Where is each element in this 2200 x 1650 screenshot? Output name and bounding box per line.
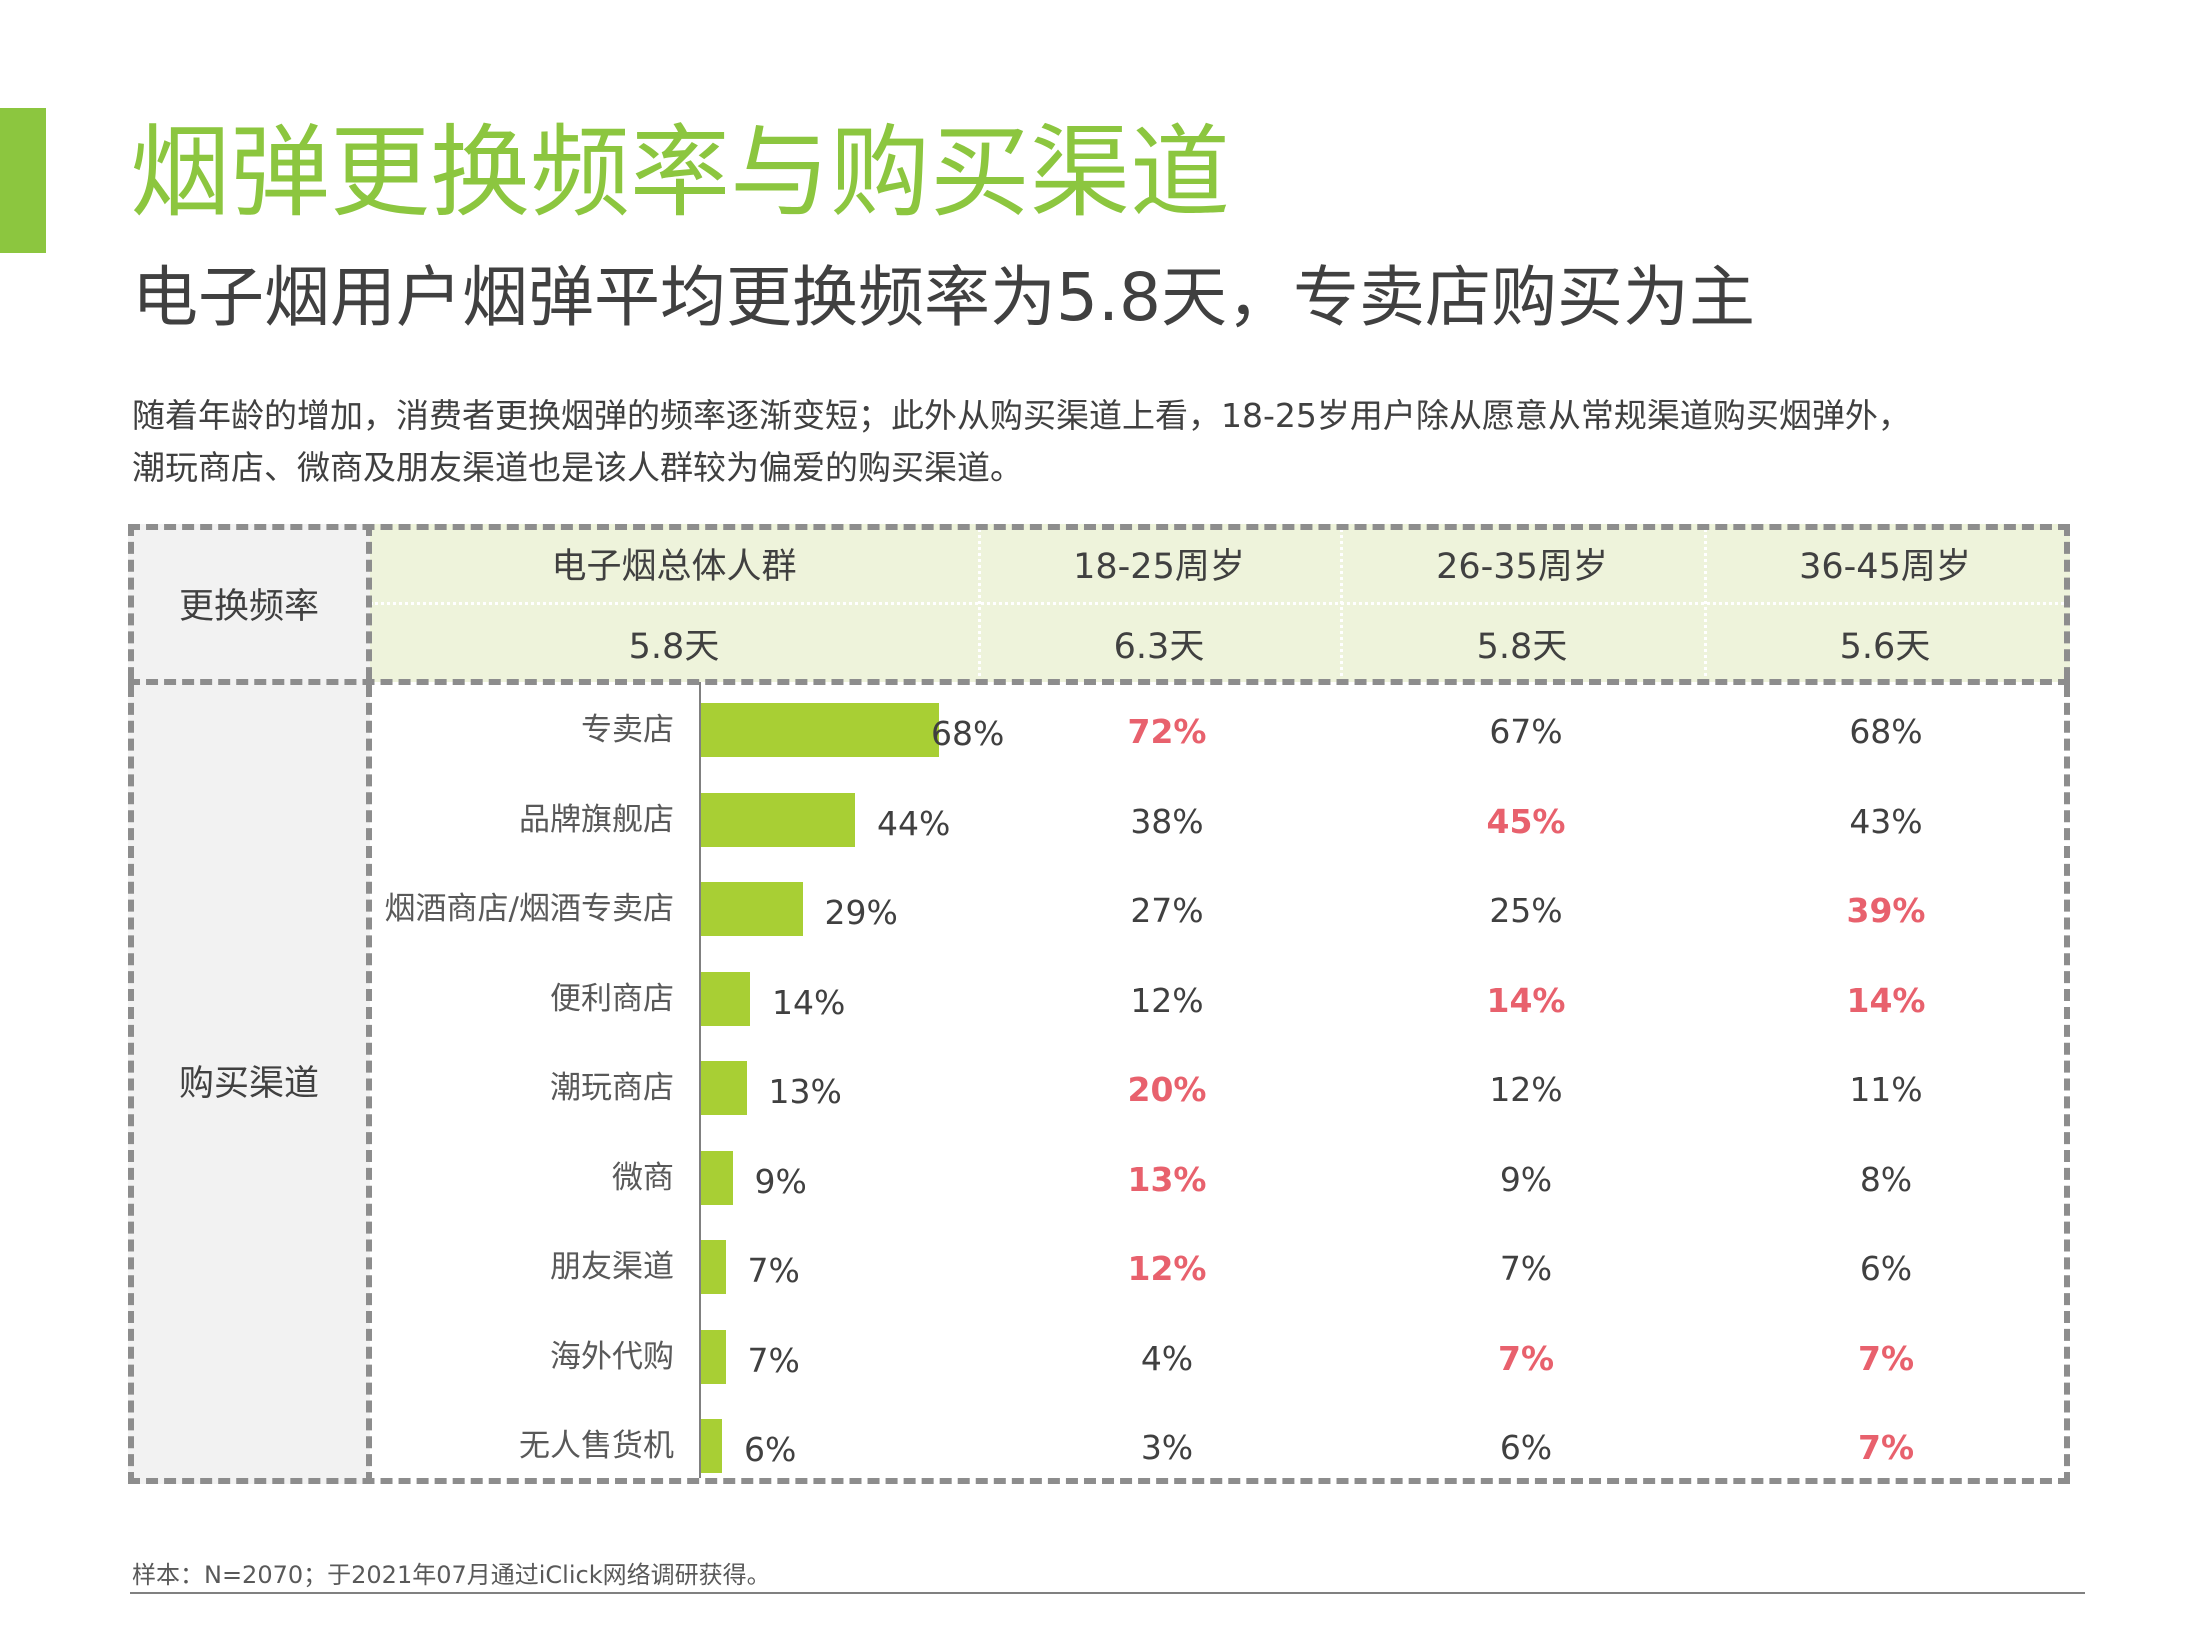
table-border-right: [2064, 524, 2070, 1484]
channel-bar-value: 13%: [768, 1072, 842, 1111]
channel-age-value: 7%: [1499, 1249, 1553, 1288]
channel-age-value: 7%: [1857, 1338, 1915, 1378]
description-line: 随着年龄的增加，消费者更换烟弹的频率逐渐变短；此外从购买渠道上看，18-25岁用…: [132, 396, 1911, 435]
channel-age-value: 12%: [1489, 1070, 1563, 1109]
channel-age-value: 7%: [1857, 1428, 1915, 1467]
table-border-bottom: [128, 1478, 2070, 1484]
footnote: 样本：N=2070；于2021年07月通过iClick网络调研获得。: [132, 1561, 771, 1589]
channel-row-label: 专卖店: [581, 712, 674, 748]
frequency-label: 更换频率: [178, 586, 319, 627]
channel-row-label: 烟酒商店/烟酒专卖店: [384, 891, 674, 927]
channel-bar-value: 14%: [772, 982, 846, 1022]
channel-age-value: 72%: [1127, 712, 1207, 751]
channel-age-value: 39%: [1846, 891, 1926, 930]
frequency-18-25: 6.3天: [1113, 626, 1205, 667]
channel-bar-value: 9%: [754, 1161, 807, 1201]
channel-age-value: 14%: [1846, 980, 1926, 1020]
page-subtitle: 电子烟用户烟弹平均更换频率为5.8天，专卖店购买为主: [132, 259, 1755, 336]
page-title: 烟弹更换频率与购买渠道: [130, 114, 1230, 231]
channel-age-value: 67%: [1489, 712, 1563, 751]
channel-bar: [701, 1150, 733, 1205]
table-border-top: [128, 524, 2070, 530]
frequency-36-45: 5.6天: [1839, 626, 1931, 667]
channel-age-value: 4%: [1140, 1338, 1194, 1378]
column-header-18-25: 18-25周岁: [1073, 546, 1245, 587]
channel-age-value: 25%: [1489, 891, 1563, 930]
table-border-inner: [366, 524, 372, 1484]
channel-age-value: 12%: [1130, 980, 1204, 1020]
channel-row-label: 品牌旗舰店: [519, 801, 674, 838]
channel-age-value: 11%: [1849, 1070, 1923, 1109]
footer-divider: [130, 1592, 2085, 1594]
channel-bar: [701, 792, 855, 847]
column-separator: [1704, 524, 1707, 682]
column-header-overall: 电子烟总体人群: [551, 546, 797, 587]
channel-age-value: 14%: [1486, 980, 1566, 1020]
channel-row-label: 微商: [612, 1159, 674, 1196]
description-line: 潮玩商店、微商及朋友渠道也是该人群较为偏爱的购买渠道。: [132, 448, 1023, 487]
channel-age-value: 45%: [1486, 801, 1566, 841]
channel-bar-value: 6%: [744, 1430, 797, 1469]
bar-axis: [699, 682, 701, 1478]
table-border-left: [128, 524, 134, 1484]
frequency-overall: 5.8天: [628, 626, 720, 667]
channel-bar-value: 7%: [747, 1340, 800, 1380]
channel-row-label: 海外代购: [550, 1338, 674, 1375]
frequency-channel-table: 更换频率 购买渠道 电子烟总体人群 18-25周岁 26-35周岁 36-45周…: [128, 524, 2070, 1484]
channel-age-value: 3%: [1140, 1428, 1194, 1467]
channel-age-value: 27%: [1130, 891, 1204, 930]
description: 随着年龄的增加，消费者更换烟弹的频率逐渐变短；此外从购买渠道上看，18-25岁用…: [132, 390, 2132, 494]
channel-bar: [701, 1329, 726, 1384]
channel-bar-value: 44%: [877, 803, 951, 843]
frequency-26-35: 5.8天: [1476, 626, 1568, 667]
channel-age-value: 7%: [1497, 1338, 1555, 1378]
channel-bar: [701, 703, 939, 757]
channel-age-value: 12%: [1127, 1249, 1207, 1288]
channel-bar: [701, 971, 750, 1026]
column-separator: [1340, 524, 1343, 682]
channel-row-label: 朋友渠道: [550, 1249, 674, 1285]
channel-bar-value: 29%: [824, 893, 898, 932]
accent-bar: [0, 108, 46, 253]
channel-age-value: 6%: [1859, 1249, 1913, 1288]
channel-bar: [701, 1419, 722, 1473]
channel-row-label: 便利商店: [550, 980, 674, 1017]
channel-age-value: 38%: [1130, 801, 1204, 841]
channel-age-value: 20%: [1127, 1070, 1207, 1109]
header-separator: [370, 602, 2070, 605]
channel-row-label: 无人售货机: [519, 1428, 674, 1464]
channel-age-value: 13%: [1127, 1159, 1207, 1199]
column-separator: [978, 524, 981, 682]
channel-age-value: 68%: [1849, 712, 1923, 751]
channel-label: 购买渠道: [178, 1063, 319, 1104]
table-border-middle: [128, 679, 2070, 685]
channel-age-value: 8%: [1859, 1159, 1913, 1199]
channel-bar: [701, 882, 803, 936]
channel-bar-value: 7%: [747, 1251, 800, 1290]
column-header-26-35: 26-35周岁: [1436, 546, 1608, 587]
channel-age-value: 43%: [1849, 801, 1923, 841]
channel-bar-value: 68%: [931, 714, 1005, 753]
channel-row-label: 潮玩商店: [550, 1070, 674, 1106]
channel-bar: [701, 1240, 726, 1294]
channel-label-band: [128, 682, 370, 1484]
frequency-label-band: [128, 524, 370, 682]
channel-bar: [701, 1061, 747, 1115]
column-header-36-45: 36-45周岁: [1799, 546, 1971, 587]
channel-age-value: 9%: [1499, 1159, 1553, 1199]
channel-age-value: 6%: [1499, 1428, 1553, 1467]
